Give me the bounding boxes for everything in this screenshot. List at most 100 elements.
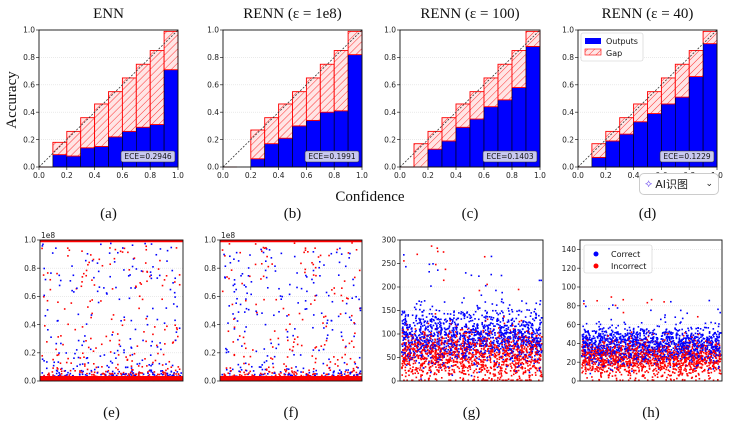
- scatter-point: [404, 338, 407, 341]
- scatter-point: [407, 315, 410, 317]
- scatter-point: [621, 345, 624, 347]
- scatter-point: [447, 336, 450, 338]
- scatter-point: [401, 362, 404, 365]
- scatter-point: [454, 326, 456, 329]
- scatter-point: [528, 342, 530, 345]
- scatter-point: [142, 373, 145, 376]
- scatter-point: [534, 353, 537, 355]
- scatter-point: [462, 345, 465, 347]
- scatter-point: [108, 366, 110, 369]
- scatter-point: [117, 363, 119, 366]
- gap-bar: [250, 129, 266, 160]
- scatter-point: [115, 286, 117, 289]
- scatter-point: [408, 363, 411, 365]
- ece-box: [120, 150, 176, 163]
- scatter-point: [145, 248, 148, 251]
- scatter-point: [447, 361, 450, 364]
- scatter-point: [586, 362, 589, 364]
- scatter-point: [404, 366, 407, 369]
- scatter-point: [44, 325, 46, 327]
- scatter-point: [83, 340, 85, 343]
- scatter-point: [417, 348, 420, 351]
- scatter-point: [434, 378, 437, 380]
- scatter-point: [405, 358, 407, 361]
- scatter-point: [431, 344, 433, 346]
- scatter-point: [475, 330, 477, 333]
- scatter-point: [511, 308, 513, 311]
- scatter-point: [536, 359, 539, 362]
- scatter-point: [519, 338, 521, 340]
- scatter-point: [655, 333, 657, 336]
- scatter-point: [451, 373, 453, 375]
- scatter-point: [624, 328, 626, 330]
- scatter-point: [326, 373, 329, 376]
- scatter-point: [536, 332, 538, 334]
- scatter-point: [434, 322, 437, 324]
- scatter-point: [420, 347, 422, 349]
- scatter-point: [492, 337, 494, 339]
- scatter-point: [535, 347, 537, 350]
- scatter-point: [423, 339, 426, 342]
- scatter-point: [321, 374, 323, 377]
- scatter-point: [489, 328, 492, 330]
- scatter-point: [432, 334, 435, 337]
- scatter-point: [420, 354, 423, 357]
- scatter-point: [169, 373, 171, 376]
- scatter-point: [605, 330, 607, 332]
- scatter-point: [472, 371, 475, 374]
- scatter-point: [477, 318, 480, 321]
- scatter-point: [647, 353, 650, 356]
- scatter-point: [675, 357, 678, 359]
- scatter-point: [540, 375, 543, 378]
- scatter-point: [538, 350, 541, 353]
- scatter-point: [266, 286, 269, 289]
- scatter-point: [717, 325, 720, 328]
- scatter-point: [520, 345, 522, 348]
- scatter-point: [449, 313, 452, 315]
- scatter-point: [527, 369, 529, 371]
- scatter-point: [472, 329, 475, 331]
- scatter-point: [470, 343, 472, 346]
- scatter-point: [521, 334, 523, 337]
- scatter-point: [235, 251, 238, 254]
- scatter-point: [512, 336, 515, 338]
- scatter-point: [487, 334, 489, 337]
- scatter-point: [688, 351, 691, 353]
- scatter-point: [312, 349, 315, 351]
- scatter-point: [437, 335, 439, 338]
- y-tick-label: 1.0: [384, 26, 396, 35]
- scatter-point: [323, 316, 325, 318]
- scatter-point: [260, 278, 262, 280]
- scatter-point: [497, 349, 499, 351]
- scatter-point: [518, 350, 521, 353]
- scatter-point: [474, 360, 477, 362]
- scatter-point: [432, 345, 435, 348]
- scatter-point: [406, 327, 408, 329]
- scatter-point: [524, 321, 527, 323]
- scatter-point: [517, 378, 519, 381]
- scatter-point: [319, 254, 322, 257]
- scatter-point: [625, 350, 627, 352]
- scatter-point: [59, 368, 62, 371]
- scatter-point: [531, 334, 533, 336]
- panel-title: RENN (ε = 40): [602, 6, 694, 22]
- scatter-point: [43, 374, 45, 377]
- scatter-point: [77, 313, 80, 316]
- scatter-point: [627, 337, 629, 340]
- scatter-point: [483, 338, 486, 340]
- scatter-point: [540, 349, 542, 351]
- scatter-point: [224, 265, 227, 268]
- scatter-point: [518, 332, 520, 335]
- scatter-point: [170, 371, 173, 373]
- scatter-point: [75, 349, 78, 351]
- scatter-point: [674, 355, 676, 357]
- scatter-point: [80, 285, 83, 288]
- scatter-point: [436, 318, 439, 321]
- scatter-point: [451, 354, 454, 356]
- output-bar: [702, 43, 718, 168]
- scatter-point: [443, 354, 445, 357]
- scatter-point: [482, 325, 484, 328]
- scatter-point: [421, 364, 424, 367]
- scatter-point: [468, 352, 470, 355]
- scatter-point: [401, 366, 403, 368]
